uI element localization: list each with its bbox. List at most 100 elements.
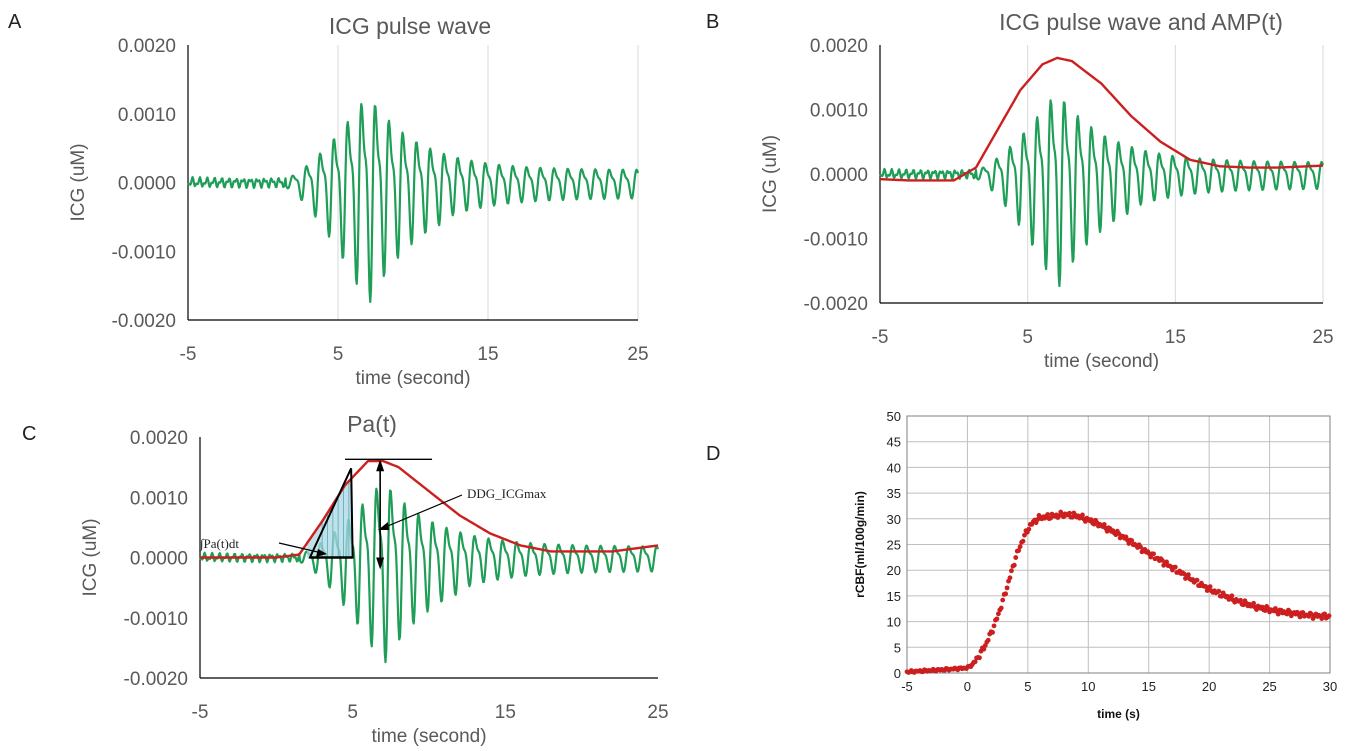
data-point (998, 605, 1004, 611)
integral-shaded-area (306, 477, 353, 558)
chart-title: ICG pulse wave and AMP(t) (999, 9, 1283, 35)
data-point (991, 623, 997, 629)
data-point (1020, 538, 1026, 544)
y-tick-label: 45 (887, 435, 901, 450)
arrowhead-down (376, 557, 385, 570)
data-point (1016, 548, 1022, 553)
y-tick-label: 15 (887, 589, 901, 604)
data-point (1129, 538, 1135, 543)
y-tick-label: 20 (887, 563, 901, 578)
x-tick-label: 5 (1024, 679, 1031, 694)
data-point (994, 616, 1000, 622)
data-point (1159, 557, 1165, 563)
data-point (1251, 600, 1257, 606)
series-line-icg (187, 102, 640, 304)
data-point (1172, 564, 1178, 570)
y-tick-label: -0.0010 (112, 242, 176, 263)
data-point (1229, 593, 1235, 599)
panel-letter-c: C (22, 423, 36, 445)
chart-title: Pa(t) (347, 411, 397, 437)
y-tick-label: 0 (894, 666, 901, 681)
y-tick-label: 0.0020 (118, 36, 176, 57)
y-axis-label: ICG (uM) (80, 518, 101, 596)
y-tick-label: 0.0010 (130, 488, 188, 509)
arrowhead-up (376, 459, 385, 472)
annotation-integral: ∫Pa(t)dt (199, 536, 239, 552)
data-point (1151, 551, 1156, 557)
x-tick-label: 15 (477, 344, 498, 365)
x-axis-label: time (second) (355, 368, 470, 389)
data-point (1022, 532, 1027, 538)
data-point (1067, 510, 1072, 516)
annotation-ddg-icgmax: DDG_ICGmax (467, 486, 547, 501)
integral-pointer-arrowhead (316, 549, 327, 557)
x-tick-label: -5 (192, 702, 209, 723)
y-tick-label: -0.0020 (124, 669, 188, 690)
y-axis-label: rCBF(ml/100g/min) (853, 491, 867, 598)
data-point (977, 655, 982, 661)
x-tick-label: 5 (333, 344, 344, 365)
y-tick-label: 25 (887, 538, 901, 553)
x-tick-label: -5 (180, 344, 197, 365)
y-tick-label: 5 (894, 640, 901, 655)
series-line-icg (879, 99, 1325, 288)
y-tick-label: 0.0000 (118, 174, 176, 195)
data-point (1319, 616, 1325, 621)
data-point (1297, 614, 1303, 620)
x-tick-label: 30 (1323, 679, 1337, 694)
x-tick-label: 15 (1165, 327, 1186, 348)
x-tick-label: 5 (1022, 327, 1033, 348)
data-point (1011, 562, 1017, 568)
data-point (1013, 555, 1019, 560)
data-point (1101, 522, 1107, 527)
chart-panel-a: 0.0020 0.0010 0.0000 -0.0010 -0.0020-5 5 15 25 t… (68, 13, 649, 389)
data-point (1238, 597, 1243, 603)
data-point (981, 646, 987, 652)
ddg-pointer-arrowhead (378, 522, 389, 530)
y-tick-label: 0.0010 (118, 105, 176, 126)
data-point (1164, 559, 1169, 565)
x-tick-label: 20 (1202, 679, 1216, 694)
chart-title: ICG pulse wave (329, 13, 491, 39)
y-tick-label: -0.0010 (804, 230, 868, 251)
x-tick-label: -5 (901, 679, 913, 694)
x-axis-label: time (second) (371, 726, 486, 747)
data-point (995, 611, 1001, 617)
x-axis-label: time (second) (1044, 351, 1159, 372)
x-tick-label: 5 (347, 702, 358, 723)
x-tick-label: 25 (1312, 327, 1333, 348)
y-tick-label: 35 (887, 486, 901, 501)
y-tick-label: 0.0020 (810, 36, 868, 57)
data-point (1009, 568, 1014, 574)
x-tick-label: 0 (964, 679, 971, 694)
plot-frame (906, 415, 1331, 674)
y-tick-label: 0.0010 (810, 101, 868, 122)
y-tick-label: 30 (887, 512, 901, 527)
y-tick-label: 0.0000 (130, 549, 188, 570)
y-axis-label: ICG (uM) (760, 135, 781, 213)
x-tick-label: -5 (872, 327, 889, 348)
data-point (1003, 591, 1009, 597)
y-tick-label: 40 (887, 460, 901, 475)
y-tick-label: 0.0000 (810, 165, 868, 186)
panel-letter-a: A (8, 11, 22, 33)
y-tick-label: 50 (887, 409, 901, 424)
x-tick-label: 15 (495, 702, 516, 723)
data-point (1275, 611, 1281, 617)
data-point (1026, 526, 1032, 532)
x-tick-label: 25 (647, 702, 668, 723)
x-tick-label: 25 (1262, 679, 1276, 694)
y-tick-label: 10 (887, 615, 901, 630)
data-point (1004, 585, 1010, 591)
y-tick-label: -0.0020 (112, 311, 176, 332)
x-tick-label: 25 (627, 344, 648, 365)
integral-pointer-line (278, 542, 323, 554)
data-point (1207, 584, 1213, 589)
panel-letter-b: B (706, 11, 719, 33)
data-point (972, 659, 978, 665)
data-point (1080, 512, 1085, 518)
data-point (1326, 613, 1332, 619)
data-point (1194, 577, 1200, 583)
data-point (990, 630, 995, 635)
